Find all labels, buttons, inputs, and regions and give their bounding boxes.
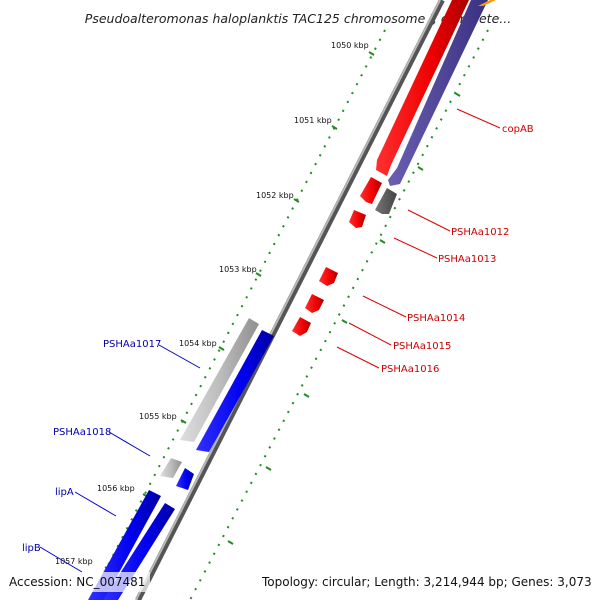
topology-text: Topology: circular; Length: 3,214,944 bp… xyxy=(261,575,592,589)
gene-label[interactable]: PSHAa1014 xyxy=(407,313,465,324)
gene-label[interactable]: PSHAa1012 xyxy=(451,227,509,238)
kbp-label: 1057 kbp xyxy=(55,557,93,566)
gene-PSHAa1015-arrow[interactable] xyxy=(305,294,324,313)
tick-track-right xyxy=(189,29,489,600)
gene-label[interactable]: copAB xyxy=(502,124,534,135)
accession-backdrop xyxy=(0,572,150,592)
gene-blue-1054[interactable] xyxy=(196,330,274,452)
major-ticks xyxy=(104,51,461,571)
navy-feature-bar[interactable] xyxy=(388,0,488,186)
kbp-label: 1053 kbp xyxy=(219,265,257,274)
grey-feature-PSHAa1018[interactable] xyxy=(160,458,182,478)
gene-label[interactable]: lipA xyxy=(55,487,74,498)
gene-label[interactable]: PSHAa1013 xyxy=(438,254,496,265)
map-title: Pseudoalteromonas haloplanktis TAC125 ch… xyxy=(85,11,511,26)
gene-PSHAa1012-arrow[interactable] xyxy=(360,177,382,204)
chromosome-backbone xyxy=(135,0,445,600)
kbp-label: 1050 kbp xyxy=(331,41,369,50)
gene-PSHAa1013-arrow[interactable] xyxy=(349,210,366,228)
dark-feature-arrow[interactable] xyxy=(375,188,397,214)
gene-blue-1055[interactable] xyxy=(176,468,194,490)
gene-copAB-bar[interactable] xyxy=(376,0,469,176)
gene-label[interactable]: PSHAa1016 xyxy=(381,364,439,375)
gene-label[interactable]: PSHAa1015 xyxy=(393,341,451,352)
kbp-label: 1051 kbp xyxy=(294,116,332,125)
label-leaders-red xyxy=(336,108,501,369)
label-leaders-blue xyxy=(39,344,201,573)
forward-features xyxy=(292,0,496,336)
gene-PSHAa1016-arrow[interactable] xyxy=(292,317,311,336)
accession-text: Accession: NC_007481 xyxy=(9,575,145,589)
gene-label[interactable]: lipB xyxy=(22,543,41,554)
gene-label[interactable]: PSHAa1018 xyxy=(53,427,111,438)
kbp-label: 1056 kbp xyxy=(97,484,135,493)
kbp-label: 1054 kbp xyxy=(179,339,217,348)
tick-track-left xyxy=(89,29,386,600)
kbp-label: 1052 kbp xyxy=(256,191,294,200)
gene-label[interactable]: PSHAa1017 xyxy=(103,339,161,350)
kbp-label: 1055 kbp xyxy=(139,412,177,421)
reverse-features xyxy=(88,318,274,600)
grey-feature-PSHAa1017[interactable] xyxy=(180,318,259,442)
gene-PSHAa1014-arrow[interactable] xyxy=(319,267,338,286)
orange-feature-bar[interactable] xyxy=(478,0,496,6)
